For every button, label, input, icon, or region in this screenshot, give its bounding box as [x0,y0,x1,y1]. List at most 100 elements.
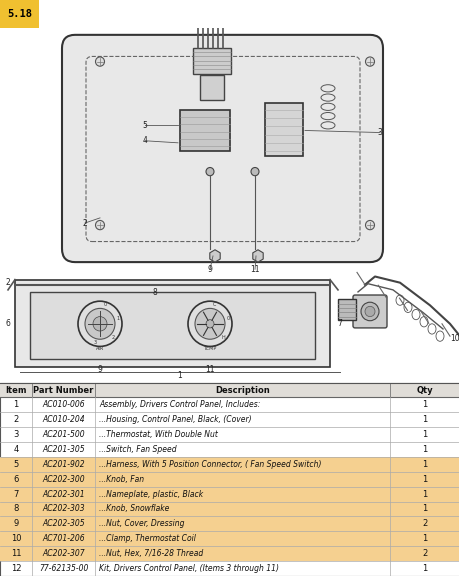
Text: ...Knob, Fan: ...Knob, Fan [99,475,144,484]
Bar [264,103,302,156]
Text: 8: 8 [13,505,19,513]
Bar [0,517,459,531]
Text: 1: 1 [13,400,18,409]
Text: 5: 5 [13,460,18,469]
Text: 3: 3 [93,340,96,345]
Text: 7: 7 [13,490,19,499]
Circle shape [93,317,107,331]
Bar [0,457,459,472]
Text: 9: 9 [207,265,212,274]
Text: 77-62135-00: 77-62135-00 [39,564,88,573]
Text: ...Housing, Control Panel, Black, (Cover): ...Housing, Control Panel, Black, (Cover… [99,415,251,424]
Text: ...Nut, Hex, 7/16-28 Thread: ...Nut, Hex, 7/16-28 Thread [99,549,203,558]
Bar [0,502,459,517]
Text: 12: 12 [11,564,21,573]
Text: ...Thermostat, With Double Nut: ...Thermostat, With Double Nut [99,430,218,439]
Text: 2: 2 [421,549,427,558]
Text: 11: 11 [250,265,259,274]
Circle shape [78,301,122,346]
Text: AC202-305: AC202-305 [42,520,84,528]
Text: C: C [213,302,216,308]
Text: 0: 0 [226,316,230,321]
Text: 2: 2 [13,415,18,424]
Text: AC202-301: AC202-301 [42,490,84,499]
Text: 2: 2 [421,520,427,528]
Text: 6: 6 [6,319,11,328]
Text: TEMP: TEMP [203,346,216,351]
Bar [179,110,230,151]
Text: ...Clamp, Thermostat Coil: ...Clamp, Thermostat Coil [99,535,196,543]
Text: DRIVERS CONTROL PANEL (GEN 1 THROUGH GEN 4): DRIVERS CONTROL PANEL (GEN 1 THROUGH GEN… [44,9,324,19]
Bar [0,383,459,397]
Bar [337,299,355,320]
Bar [0,472,459,487]
Text: 11: 11 [11,549,21,558]
Text: 9: 9 [13,520,18,528]
Circle shape [206,168,213,176]
Circle shape [95,57,104,66]
Text: Kit, Drivers Control Panel, (Items 3 through 11): Kit, Drivers Control Panel, (Items 3 thr… [99,564,279,573]
Text: 4: 4 [13,445,18,454]
Text: 10: 10 [11,535,21,543]
Text: AC701-206: AC701-206 [42,535,84,543]
Bar [0,0,39,28]
Bar [30,292,314,359]
Text: 11: 11 [205,365,214,374]
Circle shape [364,306,374,317]
Circle shape [188,301,231,346]
Text: AC202-300: AC202-300 [42,475,84,484]
Text: ...Harness, With 5 Position Connector, ( Fan Speed Switch): ...Harness, With 5 Position Connector, (… [99,460,321,469]
Text: Assembly, Drivers Control Panel, Includes:: Assembly, Drivers Control Panel, Include… [99,400,260,409]
Text: 1: 1 [421,564,427,573]
Text: Item: Item [5,386,27,395]
Text: 2: 2 [83,218,87,228]
Text: 1: 1 [117,316,120,321]
Text: AC201-305: AC201-305 [42,445,84,454]
Text: ...Nut, Cover, Dressing: ...Nut, Cover, Dressing [99,520,184,528]
Text: 1: 1 [421,445,427,454]
Circle shape [195,308,224,339]
Bar [0,487,459,502]
Text: 1: 1 [421,415,427,424]
Text: 1: 1 [421,505,427,513]
Text: Qty: Qty [416,386,432,395]
Bar [200,75,224,100]
Text: Description: Description [215,386,269,395]
Text: 1: 1 [421,490,427,499]
Text: 5: 5 [142,121,147,130]
Circle shape [206,320,213,328]
Text: ...Switch, Fan Speed: ...Switch, Fan Speed [99,445,176,454]
Circle shape [251,168,258,176]
Text: AC202-307: AC202-307 [42,549,84,558]
Text: AIR: AIR [95,346,104,351]
Text: 1: 1 [421,475,427,484]
Text: ...Nameplate, plastic, Black: ...Nameplate, plastic, Black [99,490,203,499]
Polygon shape [15,279,329,367]
FancyBboxPatch shape [352,295,386,328]
Text: 2: 2 [112,335,115,340]
Text: 10: 10 [449,334,459,343]
Text: 4: 4 [142,137,147,145]
Bar [0,546,459,561]
Circle shape [365,221,374,230]
Text: AC010-006: AC010-006 [42,400,84,409]
Text: 1: 1 [421,400,427,409]
Circle shape [365,57,374,66]
Text: 1: 1 [421,460,427,469]
Text: 8: 8 [152,289,157,297]
Circle shape [95,221,104,230]
Text: 3: 3 [13,430,19,439]
Text: AC201-902: AC201-902 [42,460,84,469]
Text: 9: 9 [97,365,102,374]
Bar [0,531,459,546]
Circle shape [85,308,115,339]
Text: 1: 1 [421,430,427,439]
FancyBboxPatch shape [62,35,382,262]
Text: H: H [221,335,225,340]
Text: AC201-500: AC201-500 [42,430,84,439]
Circle shape [360,302,378,321]
Text: 0: 0 [103,302,106,308]
Text: 1: 1 [177,371,182,380]
Text: 7: 7 [337,319,341,328]
Text: ...Knob, Snowflake: ...Knob, Snowflake [99,505,169,513]
